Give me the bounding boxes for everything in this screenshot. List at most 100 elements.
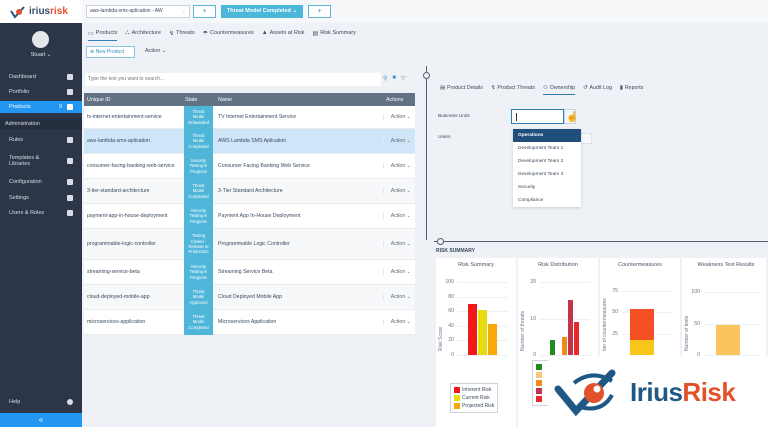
tab-architecture[interactable]: ⛬ Architecture — [125, 23, 161, 43]
row-action-dropdown[interactable]: Action ⌄ — [383, 138, 415, 144]
table-row[interactable]: microservices-application Threat Model Comp… — [84, 309, 415, 335]
bar[interactable] — [467, 303, 477, 355]
bar[interactable] — [549, 340, 555, 355]
cell-name[interactable]: Streaming Service Beta — [218, 269, 273, 275]
business-units-input[interactable] — [511, 109, 564, 124]
cell-unique-id[interactable]: payment-app-in-house-deployment — [87, 213, 168, 219]
bar[interactable] — [630, 308, 654, 340]
table-row[interactable]: payment-app-in-house-deployment Security T… — [84, 203, 415, 229]
cell-name[interactable]: Programmable Logic Controller — [218, 241, 290, 247]
collapse-sidebar-button[interactable]: « — [0, 413, 82, 427]
cell-unique-id[interactable]: microservices-application — [87, 319, 146, 325]
tab-product-threats[interactable]: ↯ Product Threats — [491, 85, 535, 91]
cell-unique-id[interactable]: aws-lambda-sms-aplication — [87, 138, 150, 144]
tab-audit-log[interactable]: ↺ Audit Log — [583, 85, 612, 91]
bar[interactable] — [716, 324, 740, 355]
legend-item[interactable] — [536, 387, 548, 395]
tab-threats[interactable]: ↯ Threats — [169, 23, 195, 43]
legend-item[interactable] — [536, 363, 548, 371]
column-name[interactable]: Name — [218, 96, 233, 103]
bar[interactable] — [477, 310, 487, 355]
dropdown-option-dev-team-1[interactable]: Development Team 1 — [518, 146, 564, 151]
users-dropdown-toggle[interactable] — [580, 133, 592, 144]
logo[interactable]: iriusrisk — [0, 0, 82, 23]
clear-icon[interactable]: ■ — [392, 75, 397, 81]
sidebar-item-help[interactable]: Help — [0, 396, 82, 408]
product-select[interactable]: aws-lambda-sms-aplication - AW ⌄ — [86, 5, 190, 18]
table-row[interactable]: aws-lambda-sms-aplication Threat Model Comp… — [84, 128, 415, 154]
row-action-dropdown[interactable]: Action ⌄ — [383, 188, 415, 194]
dropdown-option-dev-team-3[interactable]: Development Team 3 — [518, 172, 564, 177]
cell-name[interactable]: 3-Tier Standard Architecture — [218, 188, 283, 194]
tab-products[interactable]: ▭ Products — [88, 23, 118, 43]
tab-countermeasures[interactable]: ☂ Countermeasures — [203, 23, 254, 43]
bar[interactable] — [630, 339, 654, 355]
vertical-splitter[interactable] — [426, 66, 427, 240]
tab-risk-summary[interactable]: ▤ Risk Summary — [313, 23, 356, 43]
cell-name[interactable]: Cloud Deployed Mobile App — [218, 294, 283, 300]
cell-name[interactable]: Payment App In-House Deployment — [218, 213, 301, 219]
legend-item[interactable]: Projected Risk — [454, 402, 494, 410]
row-action-dropdown[interactable]: Action ⌄ — [383, 114, 415, 120]
business-units-dropdown-toggle[interactable] — [564, 109, 576, 124]
row-action-dropdown[interactable]: Action ⌄ — [383, 163, 415, 169]
filter-icon[interactable]: ▽ — [401, 76, 406, 82]
cell-unique-id[interactable]: cloud-deployed-mobile-app — [87, 294, 150, 300]
legend-item[interactable] — [536, 395, 548, 403]
cell-name[interactable]: TV Internet Entertainment Service — [218, 114, 297, 120]
sidebar-item-rules[interactable]: Rules — [0, 134, 82, 146]
bar[interactable] — [567, 300, 573, 355]
sidebar-item-products[interactable]: Products 9 — [0, 101, 82, 113]
table-row[interactable]: consumer-facing-banking-web-service Secur… — [84, 153, 415, 179]
sidebar-item-dashboard[interactable]: Dashboard — [0, 71, 82, 83]
previous-state-button[interactable]: + — [193, 5, 216, 18]
sidebar-item-settings[interactable]: Settings — [0, 192, 82, 204]
dropdown-option-dev-team-2[interactable]: Development Team 2 — [518, 159, 564, 164]
cell-name[interactable]: AWS Lambda SMS Aplication — [218, 138, 287, 144]
next-state-button[interactable]: + — [308, 5, 331, 18]
table-row[interactable]: programmable-logic-controller Testing Clos… — [84, 228, 415, 260]
tab-assets-at-risk[interactable]: ▲ Assets at Risk — [262, 23, 305, 43]
new-product-button[interactable]: ⊕ New Product — [86, 46, 135, 58]
cell-unique-id[interactable]: 3-tier-standard-architecture — [87, 188, 150, 194]
column-state[interactable]: State — [185, 96, 198, 103]
sidebar-item-users-roles[interactable]: Users & Roles — [0, 207, 82, 219]
horizontal-splitter[interactable] — [434, 241, 768, 242]
legend-item[interactable]: Current Risk — [454, 394, 494, 402]
tab-reports[interactable]: ▮ Reports — [620, 85, 643, 91]
vertical-splitter-handle[interactable] — [423, 72, 430, 79]
horizontal-splitter-handle[interactable] — [437, 238, 444, 245]
row-action-dropdown[interactable]: Action ⌄ — [383, 319, 415, 325]
table-row[interactable]: 3-tier-standard-architecture Threat Model C… — [84, 178, 415, 204]
sidebar-item-configuration[interactable]: Configuration — [0, 176, 82, 188]
tab-ownership[interactable]: ⚇ Ownership — [542, 85, 576, 95]
bar[interactable] — [573, 322, 579, 355]
dropdown-option-compliance[interactable]: Compliance — [518, 198, 544, 203]
cell-unique-id[interactable]: programmable-logic-controller — [87, 241, 156, 247]
cell-unique-id[interactable]: tv-internet-entertainment-service — [87, 114, 162, 120]
avatar[interactable] — [32, 31, 49, 48]
legend-item[interactable] — [536, 371, 548, 379]
search-icon[interactable]: ⚲ — [383, 76, 388, 82]
cell-name[interactable]: Consumer Facing Banking Web Service — [218, 163, 310, 169]
cell-unique-id[interactable]: streaming-service-beta — [87, 269, 140, 275]
dropdown-option-security[interactable]: Security — [518, 185, 536, 190]
sidebar-section-administration[interactable]: Administration — [0, 118, 82, 129]
table-row[interactable]: cloud-deployed-mobile-app Threat Model Appr… — [84, 284, 415, 310]
table-row[interactable]: tv-internet-entertainment-service Threat M… — [84, 105, 415, 129]
legend-item[interactable] — [536, 379, 548, 387]
cell-unique-id[interactable]: consumer-facing-banking-web-service — [87, 163, 175, 169]
bar[interactable] — [561, 336, 567, 355]
dropdown-option-operations[interactable]: Operations — [513, 129, 581, 142]
row-action-dropdown[interactable]: Action ⌄ — [383, 241, 415, 247]
action-dropdown[interactable]: Action ⌄ — [145, 48, 167, 54]
workflow-state-dropdown[interactable]: Threat Model Completed ⌄ — [221, 5, 303, 18]
cell-name[interactable]: Microservices Application — [218, 319, 277, 325]
bar[interactable] — [487, 324, 497, 355]
sidebar-item-portfolio[interactable]: Portfolio — [0, 86, 82, 98]
sidebar-item-templates-libraries[interactable]: Templates & Libraries — [0, 151, 82, 171]
row-action-dropdown[interactable]: Action ⌄ — [383, 294, 415, 300]
tab-product-details[interactable]: ▤ Product Details — [440, 85, 483, 91]
legend-item[interactable]: Inherent Risk — [454, 386, 494, 394]
search-input[interactable] — [85, 73, 381, 86]
